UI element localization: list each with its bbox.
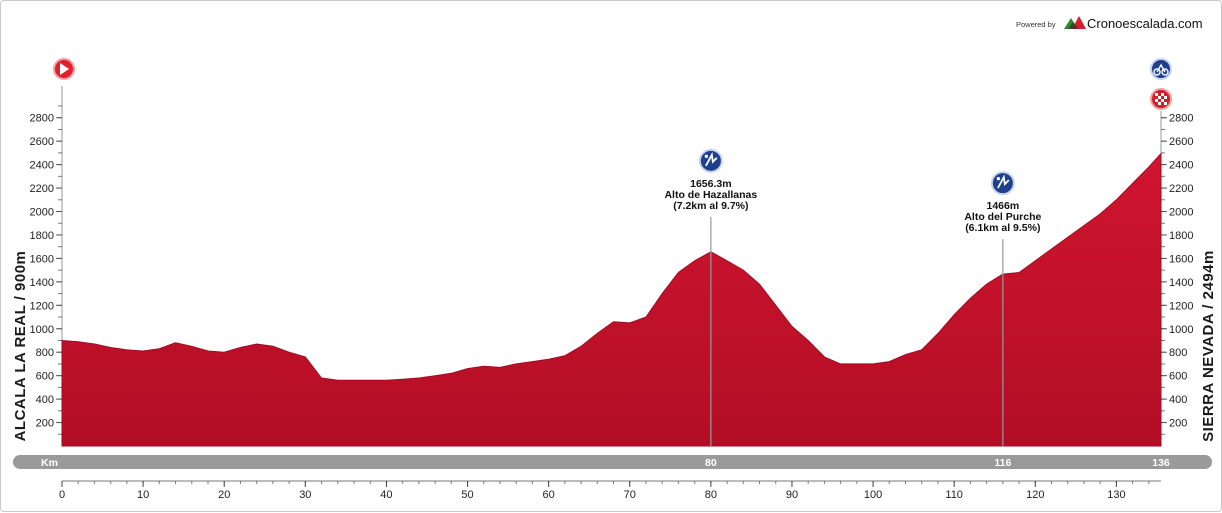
x-tick-label: 60 <box>543 489 555 501</box>
y-tick-label-left: 200 <box>36 418 54 430</box>
y-tick-label-right: 2400 <box>1169 160 1193 172</box>
y-tick-label-left: 1400 <box>30 277 54 289</box>
y-tick-label-right: 2200 <box>1169 183 1193 195</box>
x-tick-label: 30 <box>299 489 311 501</box>
cycling-summit-icon <box>1150 58 1172 80</box>
x-tick-label: 100 <box>864 489 882 501</box>
y-tick-label-left: 800 <box>36 347 54 359</box>
climb-elevation: 1656.3m <box>690 178 731 190</box>
km-bar-mark: 80 <box>705 457 717 469</box>
y-tick-label-right: 2800 <box>1169 113 1193 125</box>
climb-name: Alto del Purche <box>964 211 1041 223</box>
km-bar: Km 80 116 136 <box>13 455 1212 469</box>
start-flag-icon <box>53 58 75 80</box>
climb-detail: (6.1km al 9.5%) <box>965 222 1040 234</box>
x-tick-label: 10 <box>137 489 149 501</box>
y-tick-label-right: 1600 <box>1169 253 1193 265</box>
x-tick-label: 90 <box>786 489 798 501</box>
start-location-label: ALCALA LA REAL / 900m <box>12 251 29 442</box>
y-tick-label-right: 400 <box>1169 394 1187 406</box>
cronoescalada-link[interactable]: Cronoescalada.com <box>1087 16 1203 31</box>
elevation-profile-area <box>61 152 1162 447</box>
y-tick-label-right: 200 <box>1169 418 1187 430</box>
km-bar-unit: Km <box>41 457 58 469</box>
powered-by-text: Powered by <box>1016 20 1056 29</box>
y-tick-label-right: 2600 <box>1169 136 1193 148</box>
km-bar-mark: 136 <box>1152 457 1170 469</box>
x-tick-label: 130 <box>1107 489 1125 501</box>
checkered-finish-icon <box>1150 88 1172 110</box>
credit: Powered by Cronoescalada.com <box>1016 16 1203 31</box>
y-tick-label-left: 2200 <box>30 183 54 195</box>
x-tick-label: 110 <box>945 489 963 501</box>
climb-name: Alto de Hazallanas <box>664 189 757 201</box>
y-tick-label-left: 1000 <box>30 324 54 336</box>
climb-elevation: 1466m <box>986 200 1019 212</box>
y-tick-label-right: 1200 <box>1169 300 1193 312</box>
x-tick-label: 20 <box>218 489 230 501</box>
y-tick-label-left: 400 <box>36 394 54 406</box>
brand-text[interactable]: Cronoescalada.com <box>1087 16 1203 31</box>
km-bar-mark: 116 <box>994 457 1011 469</box>
climb-detail: (7.2km al 9.7%) <box>673 200 748 212</box>
x-tick-label: 50 <box>461 489 473 501</box>
x-tick-label: 80 <box>705 489 717 501</box>
y-tick-label-left: 2000 <box>30 207 54 219</box>
y-tick-label-left: 600 <box>36 371 54 383</box>
climb-category-icon <box>698 148 723 173</box>
y-tick-label-right: 800 <box>1169 347 1187 359</box>
y-tick-label-left: 1600 <box>30 253 54 265</box>
x-tick-label: 40 <box>380 489 392 501</box>
y-tick-label-right: 1800 <box>1169 230 1193 242</box>
y-tick-label-left: 2400 <box>30 160 54 172</box>
finish-location-label: SIERRA NEVADA / 2494m <box>1200 250 1217 442</box>
y-tick-label-left: 1200 <box>30 300 54 312</box>
y-tick-label-left: 1800 <box>30 230 54 242</box>
y-tick-label-right: 1000 <box>1169 324 1193 336</box>
x-tick-label: 0 <box>59 489 65 501</box>
y-tick-label-right: 600 <box>1169 371 1187 383</box>
x-tick-label: 120 <box>1026 489 1044 501</box>
climb-category-icon <box>990 171 1015 196</box>
km-bar-background <box>13 455 1212 469</box>
y-tick-label-left: 2800 <box>30 113 54 125</box>
y-tick-label-right: 1400 <box>1169 277 1193 289</box>
x-tick-label: 70 <box>624 489 636 501</box>
mountain-logo-icon <box>1064 16 1086 29</box>
y-tick-label-left: 2600 <box>30 136 54 148</box>
y-tick-label-right: 2000 <box>1169 207 1193 219</box>
